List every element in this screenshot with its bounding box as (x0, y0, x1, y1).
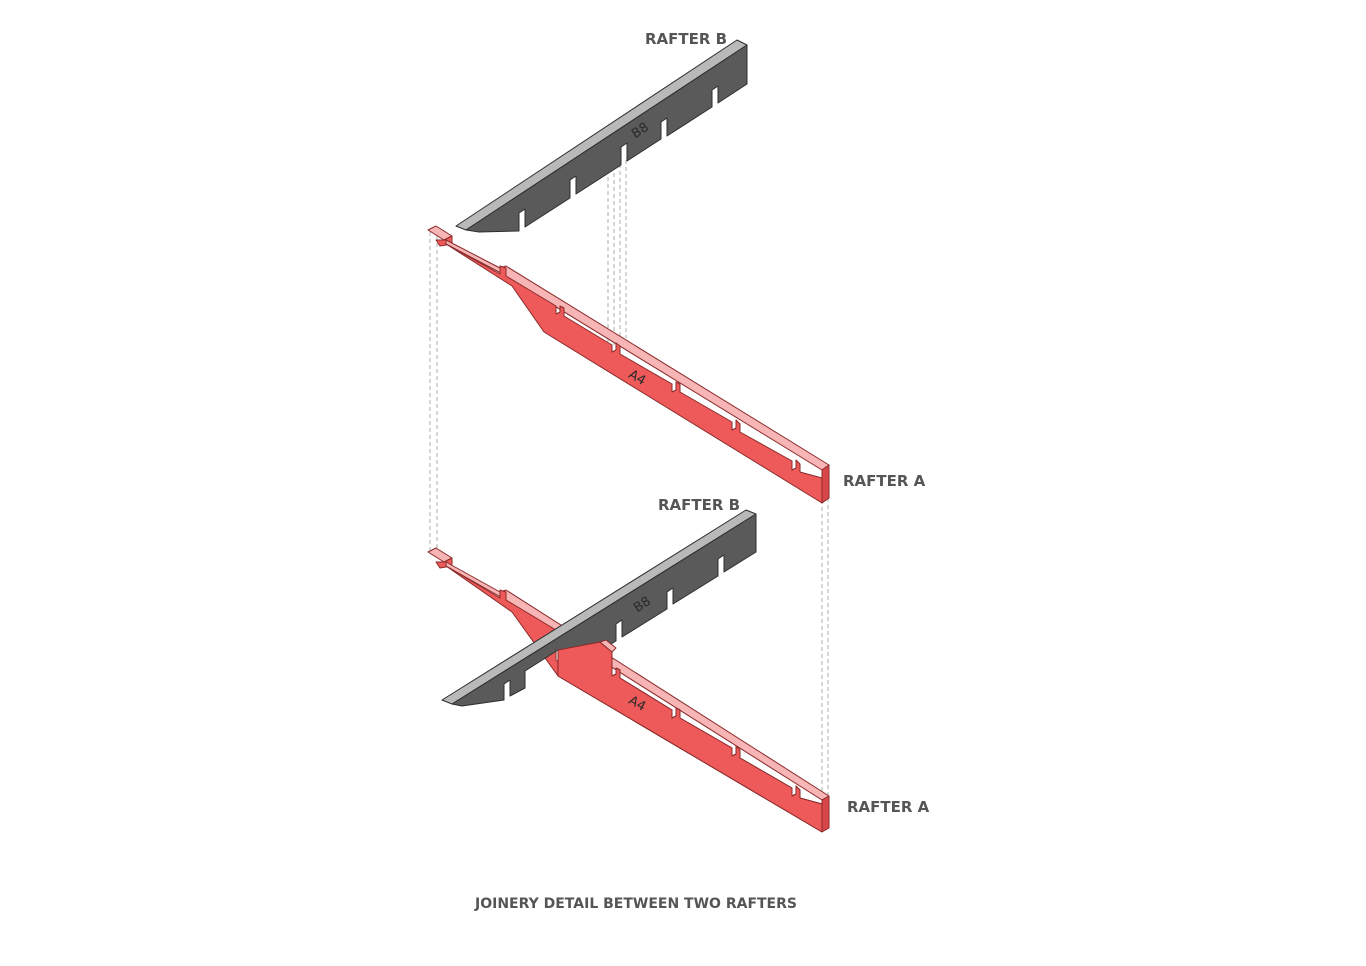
label-rafter-b-bottom: RAFTER B (658, 496, 740, 514)
diagram-caption: JOINERY DETAIL BETWEEN TWO RAFTERS (474, 896, 797, 912)
rafter-b-top: B8 (455, 39, 748, 233)
rafter-a-bottom-front: A4 (557, 639, 823, 833)
label-rafter-b-top: RAFTER B (645, 30, 727, 48)
rafter-b-bottom: B8 (441, 509, 757, 707)
label-rafter-a-top: RAFTER A (843, 472, 926, 490)
rafter-a-top: A4 (427, 225, 830, 504)
projection-guides (429, 160, 829, 822)
label-rafter-a-bottom: RAFTER A (847, 798, 930, 816)
part-label-a4-bottom: A4 (626, 693, 648, 715)
part-label-a4-top: A4 (626, 367, 648, 389)
